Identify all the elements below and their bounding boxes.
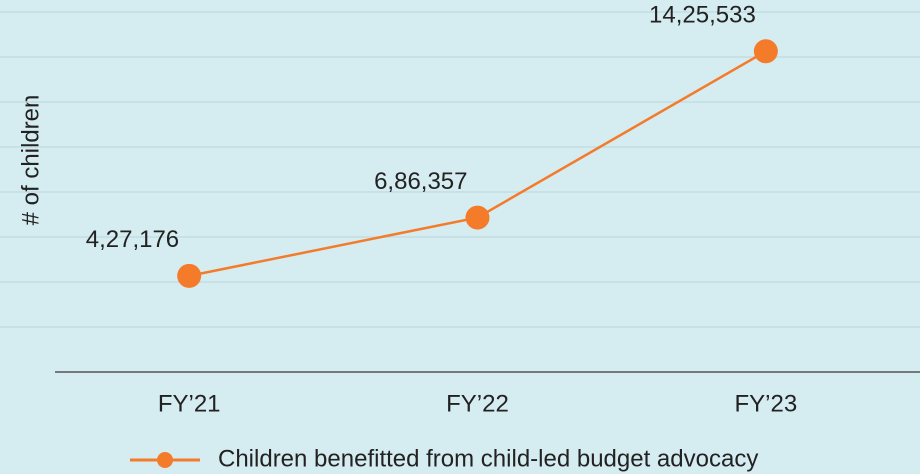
legend-label: Children benefitted from child-led budge… <box>218 445 758 472</box>
data-label: 6,86,357 <box>374 168 467 195</box>
data-point <box>753 39 778 64</box>
data-point <box>465 205 490 230</box>
x-tick-label: FY’21 <box>158 390 221 417</box>
data-label: 4,27,176 <box>86 226 179 253</box>
x-tick-label: FY’22 <box>446 390 509 417</box>
y-axis-label: # of children <box>17 95 44 226</box>
data-label: 14,25,533 <box>649 2 756 29</box>
legend-marker <box>157 452 173 468</box>
data-point <box>177 263 202 288</box>
x-tick-label: FY’23 <box>734 390 797 417</box>
